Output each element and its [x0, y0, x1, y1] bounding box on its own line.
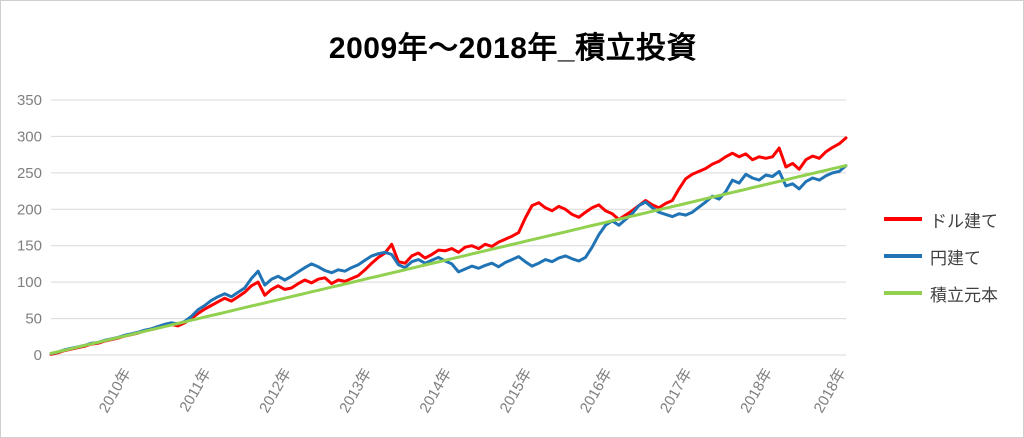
series-line-2: [49, 164, 848, 355]
legend-line-swatch: [884, 217, 922, 221]
legend-label: 積立元本: [930, 285, 998, 305]
y-tick-label: 0: [34, 347, 42, 364]
x-tick-label: 2013年: [336, 366, 375, 416]
legend-line-swatch: [884, 254, 922, 258]
x-tick-label: 2011年: [176, 366, 214, 415]
x-tick-label: 2017年: [657, 366, 696, 416]
chart-title: 2009年～2018年_積立投資: [328, 32, 698, 65]
legend-item: ドル建て: [884, 207, 998, 231]
y-tick-label: 50: [25, 311, 42, 328]
x-tick-label: 2016年: [577, 366, 616, 416]
legend-label: 円建て: [930, 248, 981, 268]
y-tick-label: 200: [17, 201, 42, 218]
legend-item: 円建て: [884, 244, 998, 268]
legend: ドル建て円建て積立元本: [884, 207, 998, 305]
legend-item: 積立元本: [884, 281, 998, 305]
x-tick-label: 2015年: [497, 366, 536, 416]
x-tick-label: 2010年: [96, 366, 135, 416]
x-tick-label: 2018年: [737, 366, 776, 416]
y-tick-label: 250: [17, 165, 42, 182]
legend-line-swatch: [884, 291, 922, 295]
y-tick-label: 100: [17, 274, 42, 291]
x-tick-label: 2014年: [416, 366, 455, 416]
legend-label: ドル建て: [930, 211, 998, 231]
x-tick-label: 2012年: [256, 366, 295, 416]
y-tick-label: 300: [17, 128, 42, 145]
y-tick-label: 150: [17, 238, 42, 255]
x-tick-label: 2018年: [811, 366, 850, 416]
y-tick-label: 350: [17, 92, 42, 109]
